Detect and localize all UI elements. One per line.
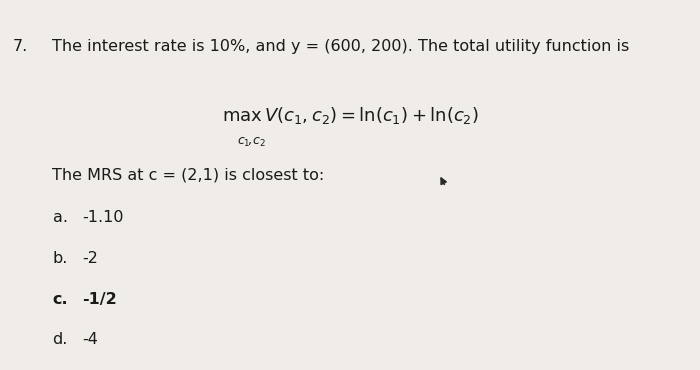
Text: $\mathrm{max}\, V(c_1, c_2) = \mathrm{ln}(c_1) + \mathrm{ln}(c_2)$: $\mathrm{max}\, V(c_1, c_2) = \mathrm{ln…: [221, 105, 479, 127]
Text: The MRS at c = (2,1) is closest to:: The MRS at c = (2,1) is closest to:: [52, 167, 325, 182]
Text: c.: c.: [52, 292, 68, 307]
Text: The interest rate is 10%, and y = (600, 200). The total utility function is: The interest rate is 10%, and y = (600, …: [52, 39, 630, 54]
Text: -1.10: -1.10: [83, 210, 124, 225]
Text: -2: -2: [83, 251, 99, 266]
Text: -1/2: -1/2: [83, 292, 118, 307]
Text: $c_1\!,\!c_2$: $c_1\!,\!c_2$: [237, 136, 265, 149]
Text: -4: -4: [83, 332, 99, 347]
Text: b.: b.: [52, 251, 68, 266]
Text: 7.: 7.: [13, 39, 28, 54]
Text: a.: a.: [52, 210, 67, 225]
Text: d.: d.: [52, 332, 68, 347]
